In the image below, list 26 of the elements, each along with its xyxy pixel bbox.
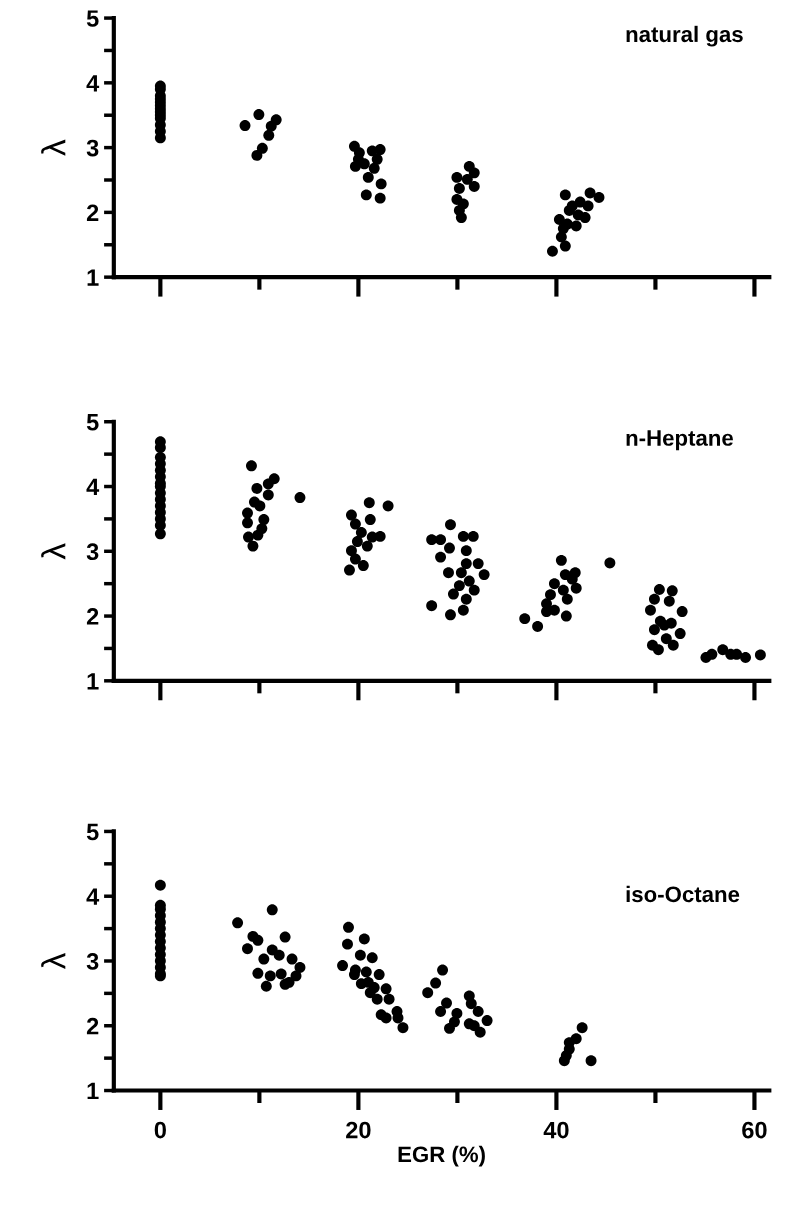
y-tick-label: 2 xyxy=(86,1017,99,1035)
y-tick-label: 3 xyxy=(86,543,99,561)
y-tick-label: 2 xyxy=(86,204,99,221)
x-tick-label: 40 xyxy=(543,1121,569,1139)
y-tick-label: 5 xyxy=(86,414,99,431)
chart-title: natural gas xyxy=(626,25,743,47)
y-tick-label: 4 xyxy=(86,75,100,92)
y-tick-label: 4 xyxy=(86,478,100,496)
x-axis-title: EGR (%) xyxy=(398,1145,485,1167)
y-tick-label: 4 xyxy=(86,888,100,905)
y-axis-title: λ xyxy=(41,139,66,156)
y-tick-label: 3 xyxy=(86,139,99,157)
y-tick-label: 1 xyxy=(87,673,99,690)
y-tick-label: 1 xyxy=(87,269,99,286)
text: iso-Octane xyxy=(626,885,740,903)
x-tick-label: 60 xyxy=(742,1121,767,1139)
x-tick-label: 0 xyxy=(154,1121,166,1139)
chart-title: n-Heptane xyxy=(626,430,733,451)
y-tick-label: 5 xyxy=(86,10,99,27)
y-axis-title: λ xyxy=(41,952,66,970)
y-tick-label: 3 xyxy=(86,953,99,970)
x-tick-label: 20 xyxy=(346,1121,371,1139)
y-tick-label: 5 xyxy=(86,823,99,841)
y-tick-label: 2 xyxy=(86,608,99,625)
y-tick-label: 1 xyxy=(87,1082,99,1100)
y-axis-title: λ xyxy=(41,543,66,560)
